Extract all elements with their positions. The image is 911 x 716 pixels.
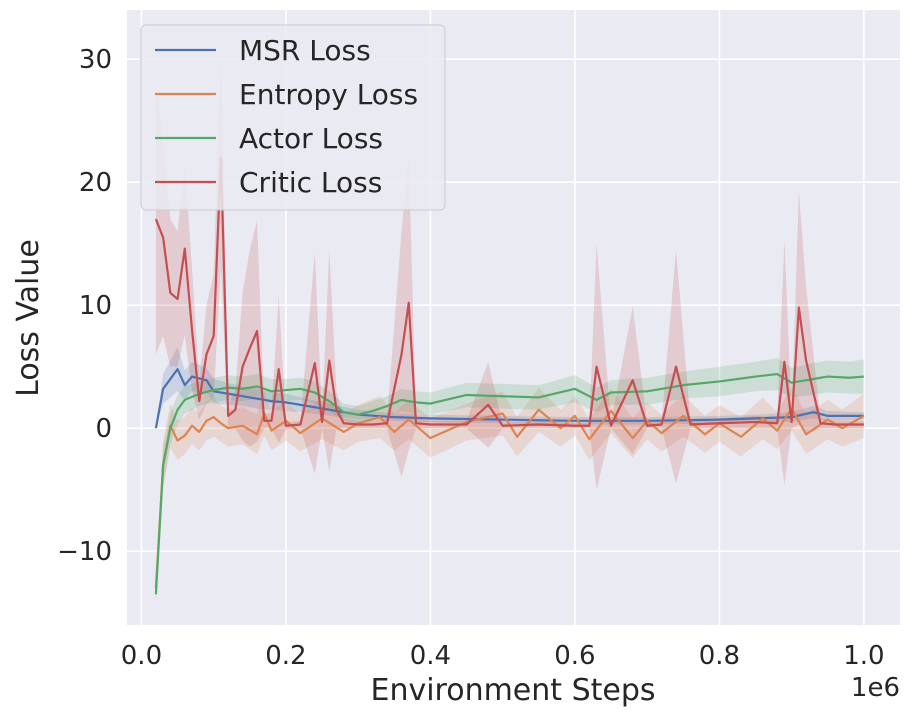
- x-tick-label: 0.8: [699, 641, 740, 671]
- x-tick-label: 0.4: [410, 641, 451, 671]
- msr-loss-line: [154, 368, 864, 429]
- y-tick-labels: −10 0 10 20 30: [57, 45, 112, 567]
- x-tick-labels: 0.0 0.2 0.4 0.6 0.8 1.0: [121, 641, 885, 671]
- legend-label-actor-loss: Actor Loss: [239, 122, 383, 155]
- entropy-loss-band: [155, 386, 864, 601]
- legend: MSR Loss Entropy Loss Actor Loss Critic Los…: [140, 24, 446, 211]
- x-tick-label: 0.2: [265, 641, 306, 671]
- y-axis-label: Loss Value: [11, 239, 46, 397]
- x-axis-label: Environment Steps: [370, 673, 655, 708]
- msr-loss-band: [155, 347, 864, 429]
- y-tick-label: −10: [57, 537, 112, 567]
- legend-label-critic-loss: Critic Loss: [239, 166, 382, 199]
- legend-label-msr-loss: MSR Loss: [239, 34, 371, 67]
- actor-loss-line: [154, 372, 864, 595]
- y-tick-label: 0: [95, 414, 112, 444]
- x-tick-label: 0.6: [554, 641, 595, 671]
- x-tick-label: 0.0: [121, 641, 162, 671]
- y-tick-label: 20: [79, 168, 112, 198]
- legend-box: [140, 24, 446, 211]
- y-tick-label: 30: [79, 45, 112, 75]
- y-tick-label: 10: [79, 291, 112, 321]
- x-tick-label: 1.0: [843, 641, 884, 671]
- x-offset-label: 1e6: [851, 673, 900, 703]
- legend-label-entropy-loss: Entropy Loss: [239, 78, 418, 111]
- entropy-loss-line: [154, 407, 865, 589]
